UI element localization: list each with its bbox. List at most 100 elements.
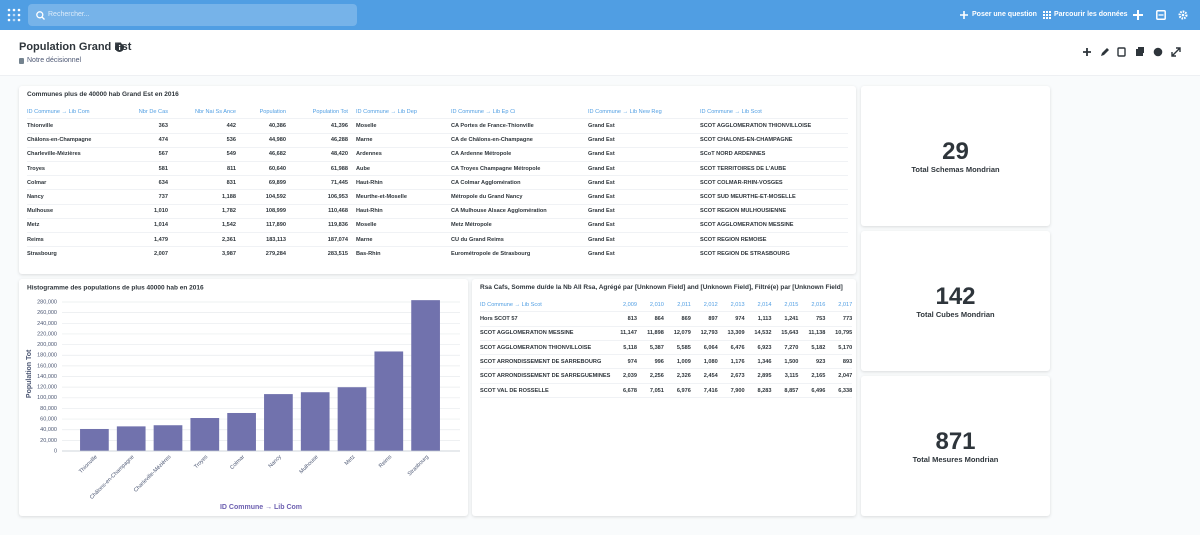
search-box[interactable]: Rechercher... bbox=[28, 4, 357, 26]
logo[interactable] bbox=[7, 8, 21, 22]
info-icon[interactable] bbox=[115, 43, 124, 52]
table-cell: Moselle bbox=[356, 222, 377, 229]
table-cell: CA Ardenne Métropole bbox=[451, 151, 512, 158]
pivot-cell: 753 bbox=[815, 316, 826, 322]
table-cell: 106,953 bbox=[327, 194, 348, 200]
table-cell: 3,987 bbox=[222, 250, 236, 257]
column-header: ID Commune → Lib New Reg bbox=[588, 109, 662, 115]
table-cell: Strasbourg bbox=[27, 250, 57, 257]
column-header: ID Commune → Lib Scot bbox=[700, 109, 762, 115]
pivot-cell: 1,500 bbox=[784, 358, 799, 365]
table-cell: 363 bbox=[158, 123, 168, 129]
pivot-cell: 1,176 bbox=[730, 358, 745, 365]
pivot-cell: 2,165 bbox=[811, 373, 826, 380]
table-cell: 60,640 bbox=[268, 165, 286, 172]
row-divider bbox=[480, 382, 852, 384]
pivot-cell: 15,643 bbox=[781, 330, 799, 337]
table-card: Communes plus de 40000 hab Grand Est en … bbox=[19, 86, 856, 274]
table-cell: Eurométropole de Strasbourg bbox=[451, 250, 531, 257]
table-cell: SCOT AGGLOMERATION MESSINE bbox=[700, 222, 794, 229]
table-cell: Haut-Rhin bbox=[356, 179, 383, 186]
column-header: 2,015 bbox=[784, 302, 799, 308]
table-cell: Aube bbox=[356, 165, 370, 172]
table-cell: 2,007 bbox=[154, 250, 168, 257]
table-cell: 104,592 bbox=[265, 194, 286, 200]
search-icon bbox=[36, 11, 45, 20]
table-cell: 567 bbox=[158, 151, 168, 158]
settings-button[interactable] bbox=[1178, 10, 1188, 20]
pivot-cell: SCOT AGGLOMERATION MESSINE bbox=[480, 330, 574, 337]
dashboard-actions[interactable] bbox=[1082, 47, 1182, 57]
table-cell: Reims bbox=[27, 236, 44, 243]
pivot-cell: 8,857 bbox=[784, 387, 799, 394]
pivot-cell: 974 bbox=[627, 358, 637, 365]
x-tick-label: Nancy bbox=[268, 454, 283, 469]
browse-data[interactable]: Parcourir les données bbox=[1054, 11, 1128, 18]
y-tick-label: 40,000 bbox=[40, 427, 57, 433]
row-divider bbox=[480, 397, 852, 398]
pivot-cell: 6,338 bbox=[838, 387, 853, 394]
table-cell: Marne bbox=[356, 137, 373, 144]
column-header: 2,011 bbox=[677, 302, 691, 308]
column-header: 2,009 bbox=[623, 302, 637, 308]
row-divider bbox=[27, 217, 848, 219]
row-divider bbox=[480, 311, 852, 312]
table-cell: Grand Est bbox=[588, 208, 615, 215]
new-question[interactable]: Poser une question bbox=[972, 11, 1037, 18]
pivot-cell: 12,793 bbox=[700, 330, 718, 337]
table-cell: 1,782 bbox=[222, 208, 236, 215]
column-header: 2,017 bbox=[838, 302, 853, 308]
activity-button[interactable] bbox=[1156, 10, 1166, 20]
y-tick-label: 0 bbox=[54, 448, 57, 454]
collection-link[interactable]: Notre décisionnel bbox=[27, 57, 82, 64]
pivot-cell: 6,064 bbox=[703, 344, 718, 351]
scalar-card: 871 Total Mesures Mondrian bbox=[861, 376, 1050, 516]
row-divider bbox=[27, 146, 848, 148]
table-cell: 536 bbox=[226, 137, 236, 144]
scalar-value: 142 bbox=[935, 283, 976, 310]
pivot-cell: 1,009 bbox=[676, 358, 691, 365]
table-cell: Marne bbox=[356, 236, 373, 243]
table-cell: 40,386 bbox=[268, 123, 286, 129]
table-cell: 1,010 bbox=[154, 208, 168, 215]
table-cell: CA Portes de France-Thionville bbox=[451, 123, 534, 129]
table-cell: SCOT COLMAR-RHIN-VOSGES bbox=[700, 179, 783, 186]
table-cell: 61,988 bbox=[330, 165, 348, 172]
pivot-cell: 2,673 bbox=[730, 373, 745, 380]
table-cell: Ardennes bbox=[356, 151, 382, 158]
pivot-cell: 10,795 bbox=[835, 330, 853, 337]
card-title: Rsa Cafs, Somme du/de la Nb All Rsa, Agr… bbox=[480, 284, 843, 291]
y-tick-label: 120,000 bbox=[37, 385, 57, 391]
pivot-cell: 2,454 bbox=[703, 373, 718, 380]
pivot-cell: 893 bbox=[842, 358, 853, 365]
table-cell: 2,361 bbox=[222, 236, 236, 243]
pivot-cell: SCOT ARRONDISSEMENT DE SARREGUEMINES bbox=[480, 373, 611, 380]
table-cell: Thionville bbox=[27, 123, 54, 129]
table-cell: 183,113 bbox=[266, 236, 286, 243]
table-cell: 44,980 bbox=[268, 137, 286, 144]
pivot-cell: 3,115 bbox=[784, 373, 799, 380]
scalar-card: 29 Total Schemas Mondrian bbox=[861, 86, 1050, 226]
bar bbox=[227, 412, 256, 451]
pivot-cell: SCOT VAL DE ROSSELLE bbox=[480, 387, 549, 394]
scalar-label: Total Mesures Mondrian bbox=[912, 455, 999, 464]
column-header: ID Commune → Lib Com bbox=[27, 109, 90, 115]
pivot-cell: 5,585 bbox=[676, 344, 691, 351]
table-cell: Grand Est bbox=[588, 137, 615, 144]
column-header: 2,010 bbox=[649, 302, 664, 308]
y-tick-label: 200,000 bbox=[37, 342, 57, 348]
table-cell: Troyes bbox=[27, 165, 46, 172]
pivot-cell: Hors SCOT 57 bbox=[480, 316, 518, 322]
table-cell: Grand Est bbox=[588, 250, 615, 257]
chart: Histogramme des populations de plus 4000… bbox=[26, 285, 460, 511]
table-cell: Métropole du Grand Nancy bbox=[451, 194, 523, 200]
row-divider bbox=[480, 354, 852, 356]
pivot-cell: 8,283 bbox=[757, 387, 772, 394]
column-header: Population Tot bbox=[312, 109, 348, 115]
y-tick-label: 180,000 bbox=[37, 353, 57, 359]
scalar-card: 142 Total Cubes Mondrian bbox=[861, 231, 1050, 371]
add-button[interactable] bbox=[1133, 10, 1143, 20]
x-tick-label: Thionville bbox=[78, 454, 99, 475]
scalar-value: 29 bbox=[942, 138, 969, 165]
